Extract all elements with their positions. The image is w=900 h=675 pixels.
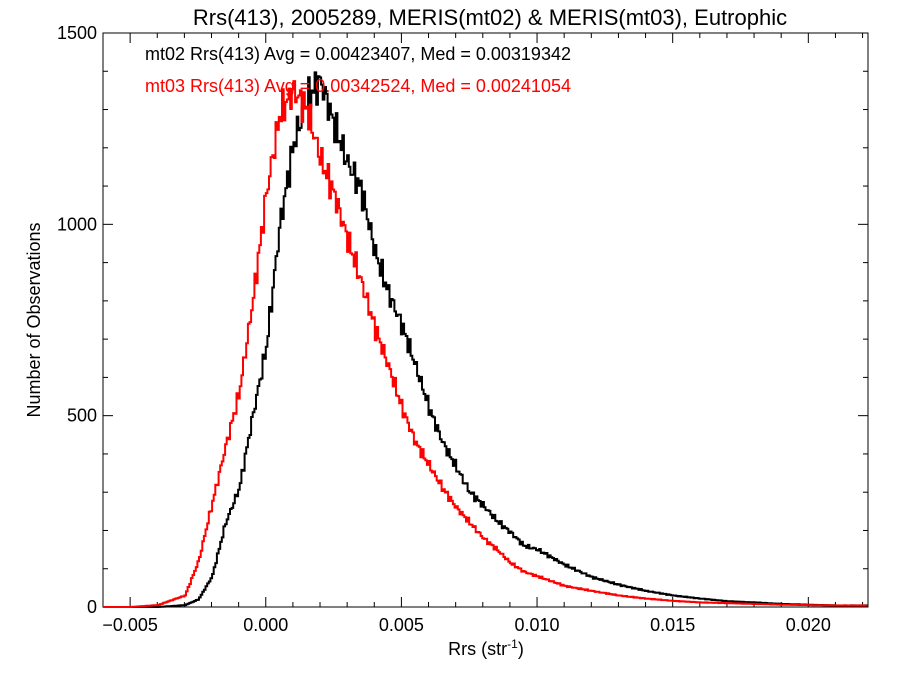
series-line-mt02 <box>103 71 868 608</box>
x-tick-label: 0.015 <box>650 615 695 635</box>
chart-title: Rrs(413), 2005289, MERIS(mt02) & MERIS(m… <box>193 5 787 30</box>
x-tick-label: 0.010 <box>515 615 560 635</box>
y-tick-label: 1500 <box>57 23 97 43</box>
x-axis-label-sup: -1 <box>507 637 518 651</box>
x-tick-label: 0.020 <box>786 615 831 635</box>
x-axis-label-close: ) <box>518 639 524 659</box>
series-line-mt03 <box>103 80 868 608</box>
annotation-mt02: mt02 Rrs(413) Avg = 0.00423407, Med = 0.… <box>145 44 571 64</box>
x-axis-label-main: Rrs (str <box>448 639 507 659</box>
x-axis-label: Rrs (str-1) <box>448 637 524 659</box>
y-tick-label: 500 <box>67 406 97 426</box>
y-axis-label: Number of Observations <box>24 222 44 417</box>
plot-frame <box>102 32 869 608</box>
y-tick-label: 0 <box>87 597 97 617</box>
x-tick-label: −0.005 <box>102 615 158 635</box>
x-axis: −0.005 0.000 0.005 0.010 0.015 0.020 <box>102 33 864 635</box>
x-tick-label: 0.005 <box>379 615 424 635</box>
y-axis: 0 500 1000 1500 <box>57 23 868 617</box>
annotation-mt03: mt03 Rrs(413) Avg = 0.00342524, Med = 0.… <box>145 76 571 96</box>
series-group <box>103 71 868 608</box>
x-tick-label: 0.000 <box>243 615 288 635</box>
y-tick-label: 1000 <box>57 214 97 234</box>
